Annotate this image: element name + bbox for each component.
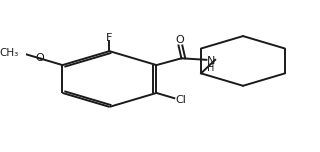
Text: O: O (35, 53, 44, 63)
Text: O: O (175, 35, 184, 45)
Text: F: F (106, 33, 113, 43)
Text: N: N (207, 56, 216, 66)
Text: H: H (207, 63, 215, 73)
Text: CH₃: CH₃ (0, 48, 19, 58)
Text: Cl: Cl (176, 95, 187, 105)
